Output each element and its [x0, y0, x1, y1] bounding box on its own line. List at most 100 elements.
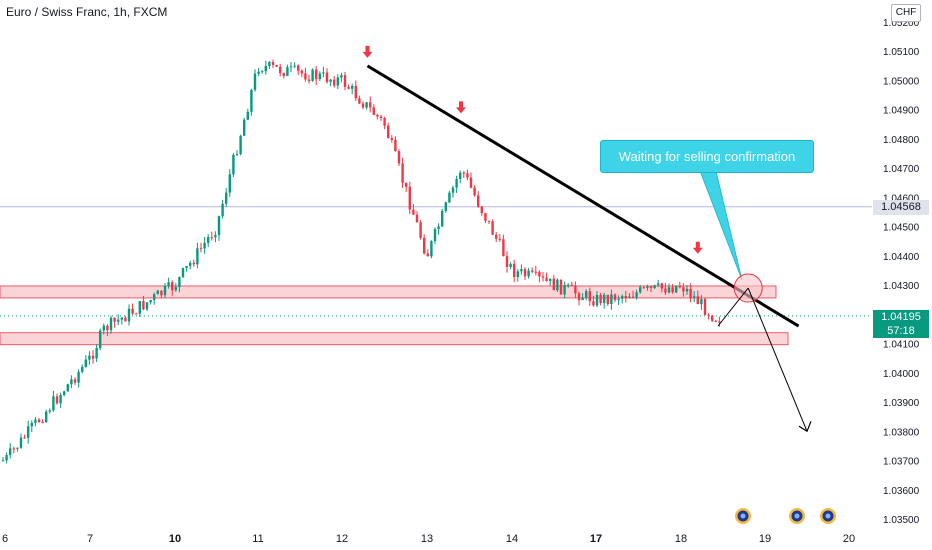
candle-body [167, 282, 170, 286]
swing-high-arrow-icon [362, 45, 373, 58]
candle-body [171, 282, 174, 291]
price-axis[interactable]: 1.05200 1.05100 1.05000 1.04900 1.04800 1.047… [883, 18, 920, 526]
price-tick-label: 1.04600 [883, 193, 920, 204]
candle-body [462, 172, 465, 174]
candle-body [617, 298, 620, 301]
candle-body [502, 239, 505, 257]
candle-body [599, 295, 602, 304]
candle-body [577, 293, 581, 301]
candle-body [541, 276, 545, 278]
price-tick-label: 1.04500 [883, 223, 920, 234]
candle-body [275, 64, 278, 67]
candle-body [426, 253, 429, 257]
candle-body [405, 182, 408, 187]
time-tick-label: 17 [590, 533, 602, 545]
candle-body [491, 221, 494, 235]
event-marker-dot [794, 513, 800, 519]
candle-body [264, 66, 267, 72]
event-markers[interactable] [735, 508, 836, 524]
candle-body [430, 240, 433, 257]
candle-body [689, 288, 692, 298]
candle-body [225, 192, 228, 204]
candle-body [289, 66, 293, 68]
bar-countdown: 57:18 [887, 325, 915, 337]
candle-body [707, 314, 710, 316]
candle-body [700, 298, 703, 305]
candle-body [268, 62, 271, 67]
price-tick-label: 1.04800 [883, 135, 920, 146]
candle-body [444, 202, 447, 211]
candle-body [610, 294, 613, 305]
candle-body [419, 222, 422, 238]
candle-body [300, 70, 303, 74]
candle-body [556, 279, 559, 291]
last-price-label: 1.04195 57:18 [873, 310, 929, 338]
candle-body [102, 325, 105, 331]
candle-body [257, 71, 260, 74]
candle-body [207, 237, 210, 243]
time-tick-label: 12 [336, 533, 348, 545]
candle-body [628, 296, 631, 299]
candle-body [343, 75, 347, 87]
candle-body [718, 321, 721, 323]
candle-body [142, 301, 145, 310]
candle-body [77, 371, 80, 383]
candle-body [379, 116, 383, 119]
candle-body [513, 263, 516, 277]
candle-body [30, 422, 33, 427]
support-zones [0, 285, 789, 346]
candle-body [37, 419, 41, 423]
candle-body [63, 391, 66, 396]
candle-body [12, 448, 15, 450]
candle-body [527, 270, 530, 277]
candle-body [365, 102, 368, 108]
candle-body [520, 269, 523, 272]
resistance-trendline [366, 64, 800, 328]
price-tick-label: 1.03800 [883, 427, 920, 438]
candle-body [9, 448, 12, 456]
candle-body [214, 235, 217, 238]
candle-body [210, 237, 213, 239]
candle-body [336, 77, 339, 86]
candle-body [23, 437, 26, 439]
currency-badge[interactable]: CHF [891, 4, 921, 22]
candle-body [376, 114, 379, 117]
candle-body [408, 186, 411, 210]
candle-body [73, 379, 77, 383]
candle-body [401, 163, 404, 183]
candle-body [387, 125, 390, 139]
candle-body [351, 85, 354, 89]
candle-body [88, 355, 91, 360]
candle-body [99, 330, 102, 349]
candle-body [91, 355, 95, 359]
candle-body [315, 69, 318, 80]
candle-body [333, 79, 336, 86]
candle-body [81, 366, 84, 372]
callout-note[interactable]: Waiting for selling confirmation [600, 140, 814, 173]
candle-body [412, 209, 415, 215]
candle-body [203, 242, 206, 249]
candle-body [487, 220, 491, 222]
candle-body [592, 301, 595, 306]
candle-body [293, 65, 296, 67]
candle-body [329, 79, 332, 82]
time-axis[interactable]: 6 7 10 11 12 13 14 17 18 19 20 [2, 533, 855, 545]
candle-body [621, 296, 624, 299]
candle-body [235, 154, 239, 156]
candle-body [145, 302, 149, 310]
candle-body [653, 285, 656, 289]
price-tick-label: 1.04700 [883, 164, 920, 175]
symbol-title[interactable]: Euro / Swiss Franc, 1h, FXCM [6, 5, 168, 19]
candle-body [135, 313, 138, 315]
candle-body [253, 73, 257, 90]
chart-background [0, 206, 872, 317]
price-tick-label: 1.04400 [883, 252, 920, 263]
event-marker-dot [740, 513, 746, 519]
candle-body [581, 297, 584, 301]
time-tick-label: 7 [87, 533, 93, 545]
candle-body [120, 317, 123, 320]
candle-body [1, 460, 5, 462]
candle-body [318, 73, 321, 80]
candle-body [477, 195, 480, 207]
